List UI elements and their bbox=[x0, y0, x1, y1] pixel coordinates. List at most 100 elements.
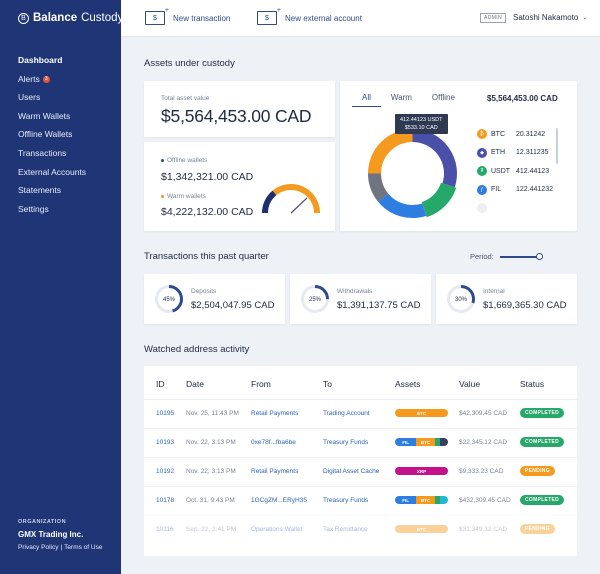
coin-symbol: BTC bbox=[491, 130, 505, 138]
row-id[interactable]: 10178 bbox=[156, 497, 175, 504]
table-row[interactable]: 10193 Nov. 22, 3:13 PM 0xe78f...fba6be Trea… bbox=[144, 428, 577, 457]
sidebar-item-warm-wallets[interactable]: Warm Wallets bbox=[18, 111, 86, 130]
row-from[interactable]: Operations Wallet bbox=[251, 526, 303, 533]
row-to[interactable]: Treasury Funds bbox=[323, 497, 369, 504]
column-header-from[interactable]: From bbox=[251, 379, 271, 389]
row-assets-bar: FIL BTC bbox=[395, 438, 448, 446]
coin-row[interactable]: ₿ BTC 20.31242 bbox=[477, 129, 545, 139]
row-id[interactable]: 10192 bbox=[156, 468, 175, 475]
row-assets-bar: FIL BTC bbox=[395, 496, 448, 504]
donut-segment-usdt[interactable] bbox=[421, 182, 457, 218]
row-to[interactable]: Digital Asset Cache bbox=[323, 468, 380, 475]
table-row[interactable]: 10116 Sep. 22, 2:41 PM Operations Wallet Ta… bbox=[144, 515, 577, 544]
wallet-gauge bbox=[262, 184, 320, 214]
column-header-id[interactable]: ID bbox=[156, 379, 165, 389]
row-id[interactable]: 10193 bbox=[156, 439, 175, 446]
withdrawals-card[interactable]: 25% Withdrawals $1,391,137.75 CAD bbox=[290, 274, 431, 324]
donut-segment-btc[interactable] bbox=[368, 129, 413, 174]
period-slider-knob[interactable] bbox=[535, 252, 543, 260]
internal-percent: 30% bbox=[455, 297, 468, 303]
chevron-down-icon: ⌄ bbox=[582, 15, 588, 21]
sidebar-item-users[interactable]: Users bbox=[18, 92, 86, 111]
period-slider[interactable] bbox=[499, 252, 543, 260]
tab-warm[interactable]: Warm bbox=[390, 93, 412, 102]
new-transaction-button[interactable]: $ + New transaction bbox=[145, 7, 231, 25]
row-from[interactable]: 1GCgZM...ERyH35 bbox=[251, 497, 307, 504]
sidebar-item-offline-wallets[interactable]: Offline Wallets bbox=[18, 129, 86, 148]
coin-amount: 122.441232 bbox=[516, 186, 553, 193]
row-to[interactable]: Treasury Funds bbox=[323, 439, 369, 446]
gauge-offline-arc bbox=[262, 190, 277, 214]
asset-segment: FIL bbox=[395, 496, 417, 504]
app-logo[interactable]: B Balance Custody bbox=[18, 12, 123, 24]
top-bar: $ + New transaction $ + New external accou… bbox=[121, 0, 600, 37]
row-value: $9,333.23 CAD bbox=[459, 468, 504, 475]
row-from[interactable]: 0xe78f...fba6be bbox=[251, 439, 296, 446]
row-from[interactable]: Retail Payments bbox=[251, 410, 299, 417]
terms-of-use-link[interactable]: Terms of Use bbox=[64, 544, 103, 551]
sidebar-item-label: Warm Wallets bbox=[18, 110, 71, 121]
internal-card[interactable]: 30% Internal $1,669,365.30 CAD bbox=[436, 274, 577, 324]
internal-value: $1,669,365.30 CAD bbox=[483, 300, 567, 311]
asset-segment: BTC bbox=[395, 525, 448, 533]
new-transaction-label: New transaction bbox=[173, 13, 231, 23]
row-from[interactable]: Retail Payments bbox=[251, 468, 299, 475]
sidebar-item-external-accounts[interactable]: External Accounts bbox=[18, 167, 86, 186]
column-header-value[interactable]: Value bbox=[459, 379, 481, 389]
new-external-account-label: New external account bbox=[285, 13, 362, 23]
row-to[interactable]: Trading Account bbox=[323, 410, 370, 417]
ring-fill bbox=[447, 285, 475, 313]
donut-segment-other[interactable] bbox=[368, 173, 389, 202]
gauge-warm-arc bbox=[272, 184, 320, 214]
row-id[interactable]: 10116 bbox=[156, 526, 174, 533]
tab-all[interactable]: All bbox=[352, 90, 381, 107]
tab-offline[interactable]: Offline bbox=[431, 93, 455, 102]
alert-count-badge: 3 bbox=[42, 75, 50, 83]
sidebar-item-label: Settings bbox=[18, 203, 49, 214]
coin-row[interactable]: ◆ ETH 12.311235 bbox=[477, 147, 549, 158]
sidebar-item-statements[interactable]: Statements bbox=[18, 185, 86, 204]
row-to[interactable]: Tax Remittance bbox=[323, 526, 368, 533]
internal-ring: 30% bbox=[447, 285, 475, 313]
offline-dot-icon bbox=[161, 159, 164, 162]
holdings-tabs: All Warm Offline bbox=[352, 90, 465, 107]
coin-amount: 12.311235 bbox=[516, 149, 549, 156]
ring-fill bbox=[301, 285, 329, 313]
privacy-policy-link[interactable]: Privacy Policy bbox=[18, 544, 59, 551]
user-menu[interactable]: Satoshi Nakamoto ⌄ bbox=[513, 13, 587, 22]
sidebar-item-label: External Accounts bbox=[18, 166, 87, 177]
status-badge: PENDING bbox=[520, 466, 555, 476]
coin-row[interactable] bbox=[477, 203, 516, 213]
brand-name-light: Custody bbox=[81, 12, 124, 24]
sidebar-item-transactions[interactable]: Transactions bbox=[18, 148, 86, 167]
donut-segment-fil[interactable] bbox=[378, 193, 427, 218]
withdrawals-percent: 25% bbox=[309, 297, 322, 303]
donut-segment-eth[interactable] bbox=[412, 129, 457, 188]
total-asset-label: Total asset value bbox=[161, 95, 210, 102]
coin-amount: 20.31242 bbox=[516, 130, 546, 138]
table-row[interactable]: 10192 Nov. 22, 3:13 PM Retail Payments Digi… bbox=[144, 457, 577, 486]
column-header-status[interactable]: Status bbox=[520, 379, 545, 389]
filecoin-icon: ƒ bbox=[477, 184, 487, 195]
link-separator: | bbox=[60, 544, 63, 551]
row-value: $22,345.12 CAD bbox=[459, 439, 508, 446]
deposits-label: Deposits bbox=[191, 288, 217, 295]
new-external-account-button[interactable]: $ + New external account bbox=[257, 7, 362, 25]
column-header-to[interactable]: To bbox=[323, 379, 332, 389]
asset-segment: XRP bbox=[395, 467, 448, 475]
sidebar-item-dashboard[interactable]: Dashboard bbox=[18, 55, 86, 74]
sidebar-item-alerts[interactable]: Alerts 3 bbox=[18, 74, 86, 93]
table-row[interactable]: 10195 Nov. 25, 11:43 PM Retail Payments Tra… bbox=[144, 399, 577, 428]
sidebar-item-settings[interactable]: Settings bbox=[18, 204, 86, 223]
gauge-needle bbox=[290, 197, 308, 214]
column-header-date[interactable]: Date bbox=[186, 379, 204, 389]
activity-table: ID Date From To Assets Value Status 10195 Nov. 2… bbox=[144, 366, 577, 556]
column-header-assets[interactable]: Assets bbox=[395, 379, 421, 389]
coin-row[interactable]: ƒ FIL 122.441232 bbox=[477, 184, 553, 195]
quarter-section-title: Transactions this past quarter bbox=[144, 251, 269, 262]
deposits-card[interactable]: 45% Deposits $2,504,047.95 CAD bbox=[144, 274, 285, 324]
row-id[interactable]: 10195 bbox=[156, 410, 175, 417]
table-row[interactable]: 10178 Oct. 31, 9:43 PM 1GCgZM...ERyH35 Trea… bbox=[144, 486, 577, 515]
coin-row[interactable]: ₮ USDT 412.44123 bbox=[477, 166, 549, 176]
coin-list-scrollbar[interactable] bbox=[556, 128, 558, 164]
